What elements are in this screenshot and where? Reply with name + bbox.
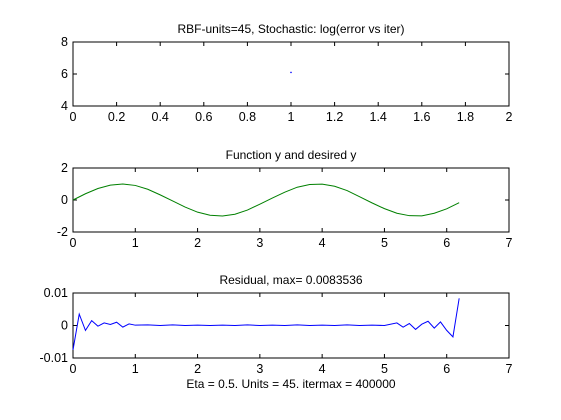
x-tick-label: 2 [506, 110, 513, 124]
x-tick-label: 6 [443, 362, 450, 376]
x-tick-label: 3 [256, 362, 263, 376]
x-tick-label: 0 [70, 362, 77, 376]
y-tick-label: 0 [61, 193, 68, 207]
y-tick-label: -2 [57, 225, 68, 239]
x-tick-label: 7 [506, 236, 513, 250]
x-tick-label: 1 [132, 362, 139, 376]
x-tick-label: 0 [70, 110, 77, 124]
x-tick-label: 0.4 [152, 110, 169, 124]
y-tick-label: -0.01 [40, 351, 69, 365]
chart-title: Function y and desired y [226, 148, 357, 162]
error-panel: 0 0.2 0.4 0.6 0.8 1 1.2 1.4 1.6 1.8 2 4 6 8 RBF-units=… [61, 22, 512, 124]
y-tick-label: 8 [61, 35, 68, 49]
y-tick-label: 6 [61, 67, 68, 81]
x-tick-label: 0.2 [108, 110, 125, 124]
y-tick-label: 0 [61, 319, 68, 333]
axes-box [72, 41, 510, 107]
x-tick-label: 0 [70, 236, 77, 250]
x-tick-label: 4 [319, 362, 326, 376]
x-tick-label: 3 [256, 236, 263, 250]
series-line [72, 298, 460, 350]
x-tick-label: 1.8 [457, 110, 474, 124]
x-tick-label: 1 [132, 236, 139, 250]
y-tick-label: 4 [61, 99, 68, 113]
y-tick-label: 2 [61, 161, 68, 175]
axes-box [72, 167, 510, 233]
chart-title: Residual, max= 0.0083536 [219, 273, 362, 287]
x-tick-label: 7 [506, 362, 513, 376]
x-tick-label: 4 [319, 236, 326, 250]
x-tick-label: 2 [194, 362, 201, 376]
x-tick-label: 1.2 [326, 110, 343, 124]
series-line [72, 183, 460, 217]
x-tick-label: 5 [381, 236, 388, 250]
x-tick-label: 2 [194, 236, 201, 250]
chart-title: RBF-units=45, Stochastic: log(error vs i… [177, 22, 404, 36]
x-tick-label: 5 [381, 362, 388, 376]
x-axis-label: Eta = 0.5. Units = 45. itermax = 400000 [186, 377, 395, 391]
x-tick-label: 1.4 [370, 110, 387, 124]
y-tick-label: 0.01 [44, 286, 68, 300]
x-tick-label: 0.8 [239, 110, 256, 124]
x-tick-label: 0.6 [195, 110, 212, 124]
x-tick-label: 1.6 [413, 110, 430, 124]
x-tick-label: 1 [288, 110, 295, 124]
data-point [290, 71, 292, 74]
x-tick-label: 6 [443, 236, 450, 250]
